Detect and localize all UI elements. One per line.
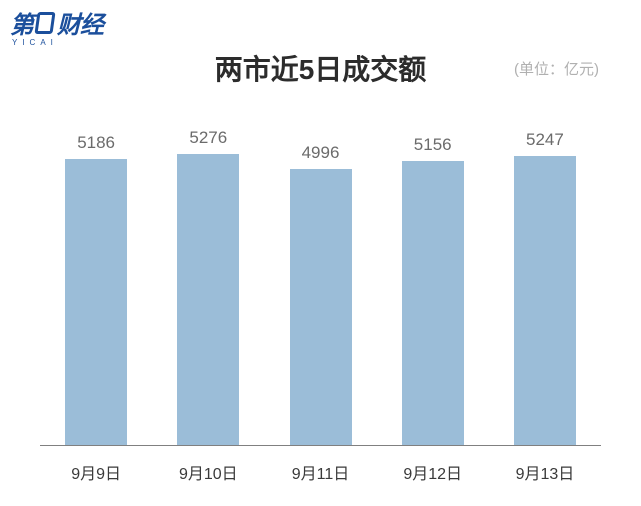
x-axis-label: 9月11日 [264, 460, 376, 484]
x-axis-label: 9月12日 [377, 460, 489, 484]
bar-value-label: 5247 [526, 130, 564, 150]
bar [402, 161, 464, 445]
bar-value-label: 5156 [414, 135, 452, 155]
bar-value-label: 5276 [189, 128, 227, 148]
bar-value-label: 4996 [302, 143, 340, 163]
x-axis-label: 9月9日 [40, 460, 152, 484]
bar-value-label: 5186 [77, 133, 115, 153]
brand-logo: 第 财经 YICAI [10, 5, 103, 47]
bar [65, 159, 127, 445]
x-axis: 9月9日9月10日9月11日9月12日9月13日 [40, 460, 601, 484]
logo-subtitle: YICAI [12, 38, 58, 47]
logo-text-before: 第 [10, 5, 33, 40]
bar-group: 5156 [377, 115, 489, 445]
x-axis-label: 9月13日 [489, 460, 601, 484]
chart-unit-label: (单位：亿元) [514, 58, 599, 79]
x-axis-label: 9月10日 [152, 460, 264, 484]
bar-group: 5186 [40, 115, 152, 445]
logo-text-after: 财经 [57, 5, 103, 40]
logo-box-icon [34, 12, 55, 34]
plot-area: 5186 5276 4996 5156 5247 [40, 115, 601, 446]
logo-main-row: 第 财经 [10, 5, 103, 40]
bar [514, 156, 576, 445]
bar-group: 5247 [489, 115, 601, 445]
chart-container: 第 财经 YICAI 两市近5日成交额 (单位：亿元) 5186 5276 4996… [0, 0, 641, 506]
bar-group: 4996 [264, 115, 376, 445]
bar [290, 169, 352, 445]
bar-group: 5276 [152, 115, 264, 445]
chart-title: 两市近5日成交额 [215, 48, 427, 88]
bar [177, 154, 239, 445]
